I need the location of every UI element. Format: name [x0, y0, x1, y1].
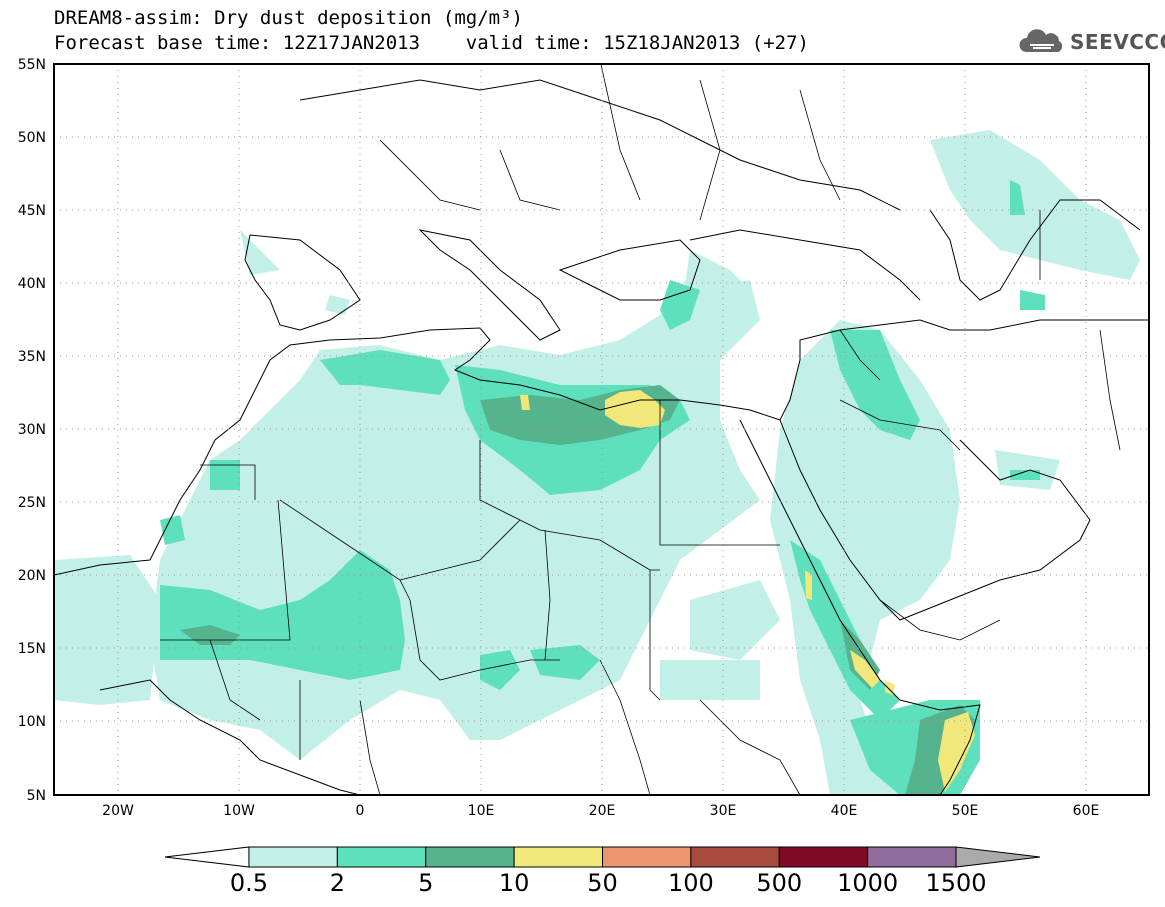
lat-label: 10N: [18, 714, 46, 730]
dust-level-10-region: [520, 390, 975, 792]
longitude-labels: 20W 10W 0 10E 20E 30E 40E 50E 60E: [102, 803, 1099, 819]
lat-label: 45N: [18, 203, 46, 219]
latitude-labels: 55N 50N 45N 40N 35N 30N 25N 20N 15N 10N …: [18, 57, 46, 804]
lat-label: 15N: [18, 641, 46, 657]
colorbar-label: 1000: [837, 869, 898, 897]
seevccc-logo: SEEVCCC: [1018, 28, 1165, 56]
forecast-time-line: Forecast base time: 12Z17JAN2013 valid t…: [54, 32, 809, 54]
lon-label: 60E: [1073, 803, 1100, 819]
lat-label: 55N: [18, 57, 46, 73]
lon-label: 50E: [952, 803, 979, 819]
colorbar-over-triangle: [955, 846, 1041, 868]
colorbar-swatch: [602, 846, 692, 868]
lon-label: 10E: [468, 803, 495, 819]
colorbar-swatch: [425, 846, 515, 868]
colorbar-swatch: [248, 846, 338, 868]
lon-label: 40E: [831, 803, 858, 819]
lon-label: 30E: [710, 803, 737, 819]
country-borders: [160, 64, 1121, 795]
colorbar-label: 10: [499, 869, 530, 897]
colorbar-swatch: [867, 846, 957, 868]
colorbar-label: 500: [756, 869, 802, 897]
lat-label: 5N: [27, 788, 46, 804]
graticule: [54, 64, 1149, 795]
lat-label: 30N: [18, 422, 46, 438]
colorbar-label: 50: [587, 869, 618, 897]
colorbar: 0.5 2 5 10 50 100 500 1000 1500: [164, 846, 1041, 897]
colorbar-under-triangle: [164, 846, 250, 868]
map-title: DREAM8-assim: Dry dust deposition (mg/m³…: [54, 7, 523, 29]
lon-label: 20E: [589, 803, 616, 819]
lon-label: 10W: [223, 803, 255, 819]
coastlines: [54, 79, 1148, 795]
lon-label: 0: [356, 803, 365, 819]
lat-label: 35N: [18, 349, 46, 365]
colorbar-swatch: [513, 846, 603, 868]
lon-label: 20W: [102, 803, 134, 819]
lat-label: 50N: [18, 130, 46, 146]
map-frame: [53, 63, 1150, 796]
colorbar-label: 2: [330, 869, 345, 897]
colorbar-swatch: [336, 846, 427, 868]
lat-label: 20N: [18, 568, 46, 584]
lat-label: 40N: [18, 276, 46, 292]
colorbar-label: 0.5: [230, 869, 268, 897]
colorbar-swatch: [690, 846, 780, 868]
dust-field: [54, 130, 1140, 795]
colorbar-label: 5: [418, 869, 433, 897]
lat-label: 25N: [18, 495, 46, 511]
colorbar-swatch: [778, 846, 869, 868]
colorbar-label: 1500: [925, 869, 986, 897]
colorbar-label: 100: [668, 869, 714, 897]
logo-text: SEEVCCC: [1070, 30, 1165, 54]
cloud-icon: [1019, 29, 1063, 52]
